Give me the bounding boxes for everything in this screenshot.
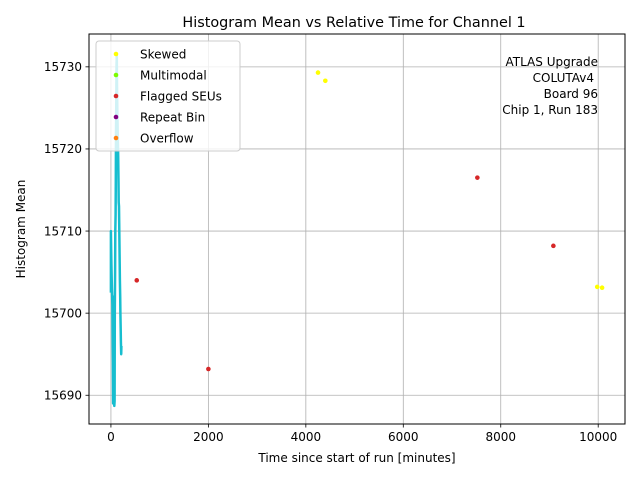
x-tick-label: 6000 <box>388 430 419 444</box>
x-axis-ticks: 0 2000 4000 6000 8000 10000 <box>107 424 617 444</box>
y-tick-label: 15720 <box>44 142 82 156</box>
legend-marker-overflow <box>113 135 119 141</box>
legend-marker-skewed <box>113 51 119 57</box>
x-axis-label: Time since start of run [minutes] <box>257 451 455 465</box>
y-axis-ticks: 15690 15700 15710 15720 15730 <box>44 60 89 403</box>
data-points <box>134 70 605 372</box>
y-tick-label: 15710 <box>44 224 82 238</box>
legend-label-repeat-bin: Repeat Bin <box>140 110 205 124</box>
legend-label-overflow: Overflow <box>140 131 194 145</box>
legend-marker-multimodal <box>113 72 119 78</box>
legend: Skewed Multimodal Flagged SEUs Repeat Bin Ov… <box>95 40 241 152</box>
annotation-line-1: ATLAS Upgrade <box>505 55 598 69</box>
legend-label-flagged-seus: Flagged SEUs <box>140 89 222 103</box>
grid-lines <box>89 34 625 424</box>
annotation-line-4: Chip 1, Run 183 <box>502 103 598 117</box>
skewed-point <box>594 284 600 290</box>
x-tick-label: 0 <box>107 430 115 444</box>
skewed-point <box>315 70 321 75</box>
y-tick-label: 15700 <box>44 306 82 320</box>
skewed-point <box>323 78 328 84</box>
flagged-seus-point <box>206 366 211 372</box>
flagged-seus-point <box>134 278 140 283</box>
legend-label-skewed: Skewed <box>140 47 186 61</box>
skewed-point <box>599 285 605 291</box>
x-tick-label: 10000 <box>579 430 617 444</box>
annotation-line-3: Board 96 <box>544 87 598 101</box>
flagged-seus-point <box>475 175 480 180</box>
x-tick-label: 8000 <box>485 430 516 444</box>
legend-marker-flagged-seus <box>113 93 119 99</box>
y-axis-label: Histogram Mean <box>14 180 28 279</box>
legend-label-multimodal: Multimodal <box>140 68 207 82</box>
annotation-line-2: COLUTAv4 <box>533 71 594 85</box>
chart-title: Histogram Mean vs Relative Time for Chan… <box>182 15 525 31</box>
flagged-seus-point <box>551 243 556 249</box>
legend-marker-repeat-bin <box>113 114 119 120</box>
plot-area-frame <box>88 33 626 425</box>
annotation-box: ATLAS Upgrade COLUTAv4 Board 96 Chip 1, … <box>502 55 598 117</box>
x-tick-label: 2000 <box>193 430 224 444</box>
legend-frame <box>95 40 241 152</box>
y-tick-label: 15730 <box>44 60 82 74</box>
y-tick-label: 15690 <box>44 389 82 403</box>
x-tick-label: 4000 <box>291 430 322 444</box>
